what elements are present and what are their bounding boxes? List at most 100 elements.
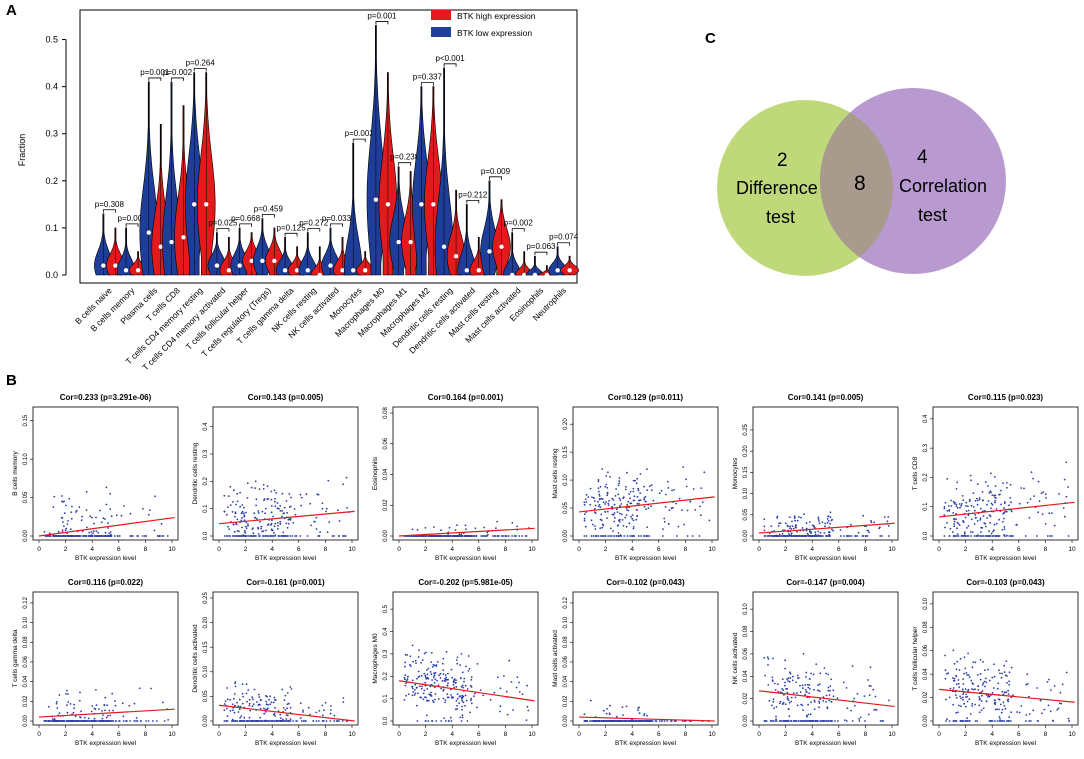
scatter-x-tick-label: 2	[244, 546, 248, 553]
scatter-point	[57, 530, 60, 533]
scatter-point	[978, 497, 981, 499]
scatter-point	[786, 678, 788, 680]
scatter-point	[242, 534, 245, 536]
scatter-point	[244, 535, 247, 537]
scatter-point	[444, 699, 447, 701]
scatter-point	[444, 535, 447, 537]
scatter-point	[243, 514, 246, 517]
scatter-point	[943, 507, 946, 510]
scatter-point	[837, 720, 839, 722]
scatter-y-tick-label: 0.20	[563, 418, 569, 430]
scatter-x-tick-label: 2	[604, 546, 608, 553]
scatter-point	[272, 515, 274, 518]
scatter-point	[79, 716, 82, 719]
scatter-point	[981, 684, 984, 686]
scatter-fit-line	[938, 501, 1075, 518]
scatter-point	[255, 498, 258, 501]
scatter-point	[643, 535, 646, 537]
scatter-point	[976, 483, 979, 485]
scatter-point	[226, 715, 229, 717]
scatter-point	[789, 671, 791, 674]
scatter-point	[887, 516, 890, 518]
scatter-point	[64, 529, 67, 532]
scatter-y-label: Dendritic cells resting	[192, 442, 199, 504]
scatter-point	[618, 497, 621, 500]
scatter-point	[963, 656, 966, 659]
scatter-point	[289, 718, 292, 720]
scatter-title: Cor=-0.147 (p=0.004)	[786, 578, 865, 587]
scatter-point	[628, 522, 631, 525]
scatter-point	[282, 718, 284, 721]
scatter-point	[638, 502, 640, 505]
scatter-point	[646, 468, 648, 470]
scatter-point	[253, 688, 256, 691]
scatter-point	[643, 714, 645, 717]
scatter-point	[238, 708, 241, 711]
scatter-point	[241, 692, 244, 695]
scatter-point	[963, 532, 966, 535]
scatter-point	[597, 479, 600, 481]
scatter-point	[101, 710, 103, 712]
scatter-point	[994, 708, 997, 711]
scatter-y-tick-label: 0.06	[563, 655, 569, 667]
scatter-point	[1050, 689, 1052, 691]
scatter-point	[299, 717, 302, 719]
scatter-point	[444, 678, 447, 681]
scatter-point	[784, 522, 787, 525]
scatter-point	[315, 516, 318, 519]
scatter-point	[980, 535, 982, 537]
venn-left-label-line1: Difference	[736, 178, 818, 198]
scatter-point	[321, 714, 324, 717]
violin-pvalue: p=0.125	[277, 223, 307, 232]
scatter-point	[118, 535, 121, 537]
scatter-point	[513, 535, 516, 537]
scatter-point	[1012, 694, 1014, 696]
scatter-point	[993, 529, 995, 532]
scatter-point	[977, 685, 979, 687]
scatter-point	[583, 501, 586, 504]
violin-low-median	[146, 230, 151, 235]
scatter-x-tick-label: 0	[577, 546, 581, 553]
scatter-point	[56, 720, 59, 722]
scatter-point	[645, 535, 647, 537]
scatter-point	[69, 535, 72, 537]
scatter-point	[521, 693, 524, 695]
scatter-x-tick-label: 6	[1017, 731, 1021, 738]
scatter-point	[1065, 671, 1068, 674]
scatter-point	[88, 531, 91, 534]
scatter-point	[643, 713, 646, 715]
scatter-point	[474, 692, 476, 695]
scatter-y-tick-label: 0.05	[23, 491, 29, 503]
scatter-point	[777, 524, 780, 527]
scatter-point	[424, 676, 427, 678]
scatter-point	[583, 517, 586, 520]
scatter-point	[262, 535, 264, 537]
scatter-point	[73, 703, 75, 706]
scatter-point	[982, 661, 984, 663]
scatter-point	[810, 672, 812, 675]
scatter-point	[650, 484, 653, 486]
scatter-point	[1006, 534, 1008, 537]
scatter-point	[823, 532, 826, 534]
scatter-point	[229, 486, 232, 488]
scatter-point	[600, 720, 603, 722]
scatter-point	[967, 514, 970, 517]
scatter-point	[406, 675, 409, 678]
scatter-point	[943, 514, 946, 517]
scatter-y-label: T cells follicular helper	[912, 626, 919, 691]
scatter-point	[223, 510, 226, 513]
scatter-point	[887, 535, 890, 537]
scatter-point	[800, 703, 802, 706]
scatter-point	[241, 517, 243, 519]
scatter-point	[425, 651, 427, 654]
violin-bracket	[443, 63, 457, 67]
scatter-x-tick-label: 2	[64, 546, 68, 553]
violin-plot-frame	[79, 9, 578, 284]
scatter-point	[770, 535, 773, 537]
scatter-point	[239, 505, 242, 508]
scatter-point	[231, 511, 234, 513]
violin-high-median	[340, 268, 345, 273]
scatter-point	[444, 701, 446, 704]
scatter-point	[1049, 535, 1051, 537]
scatter-point	[649, 485, 651, 488]
